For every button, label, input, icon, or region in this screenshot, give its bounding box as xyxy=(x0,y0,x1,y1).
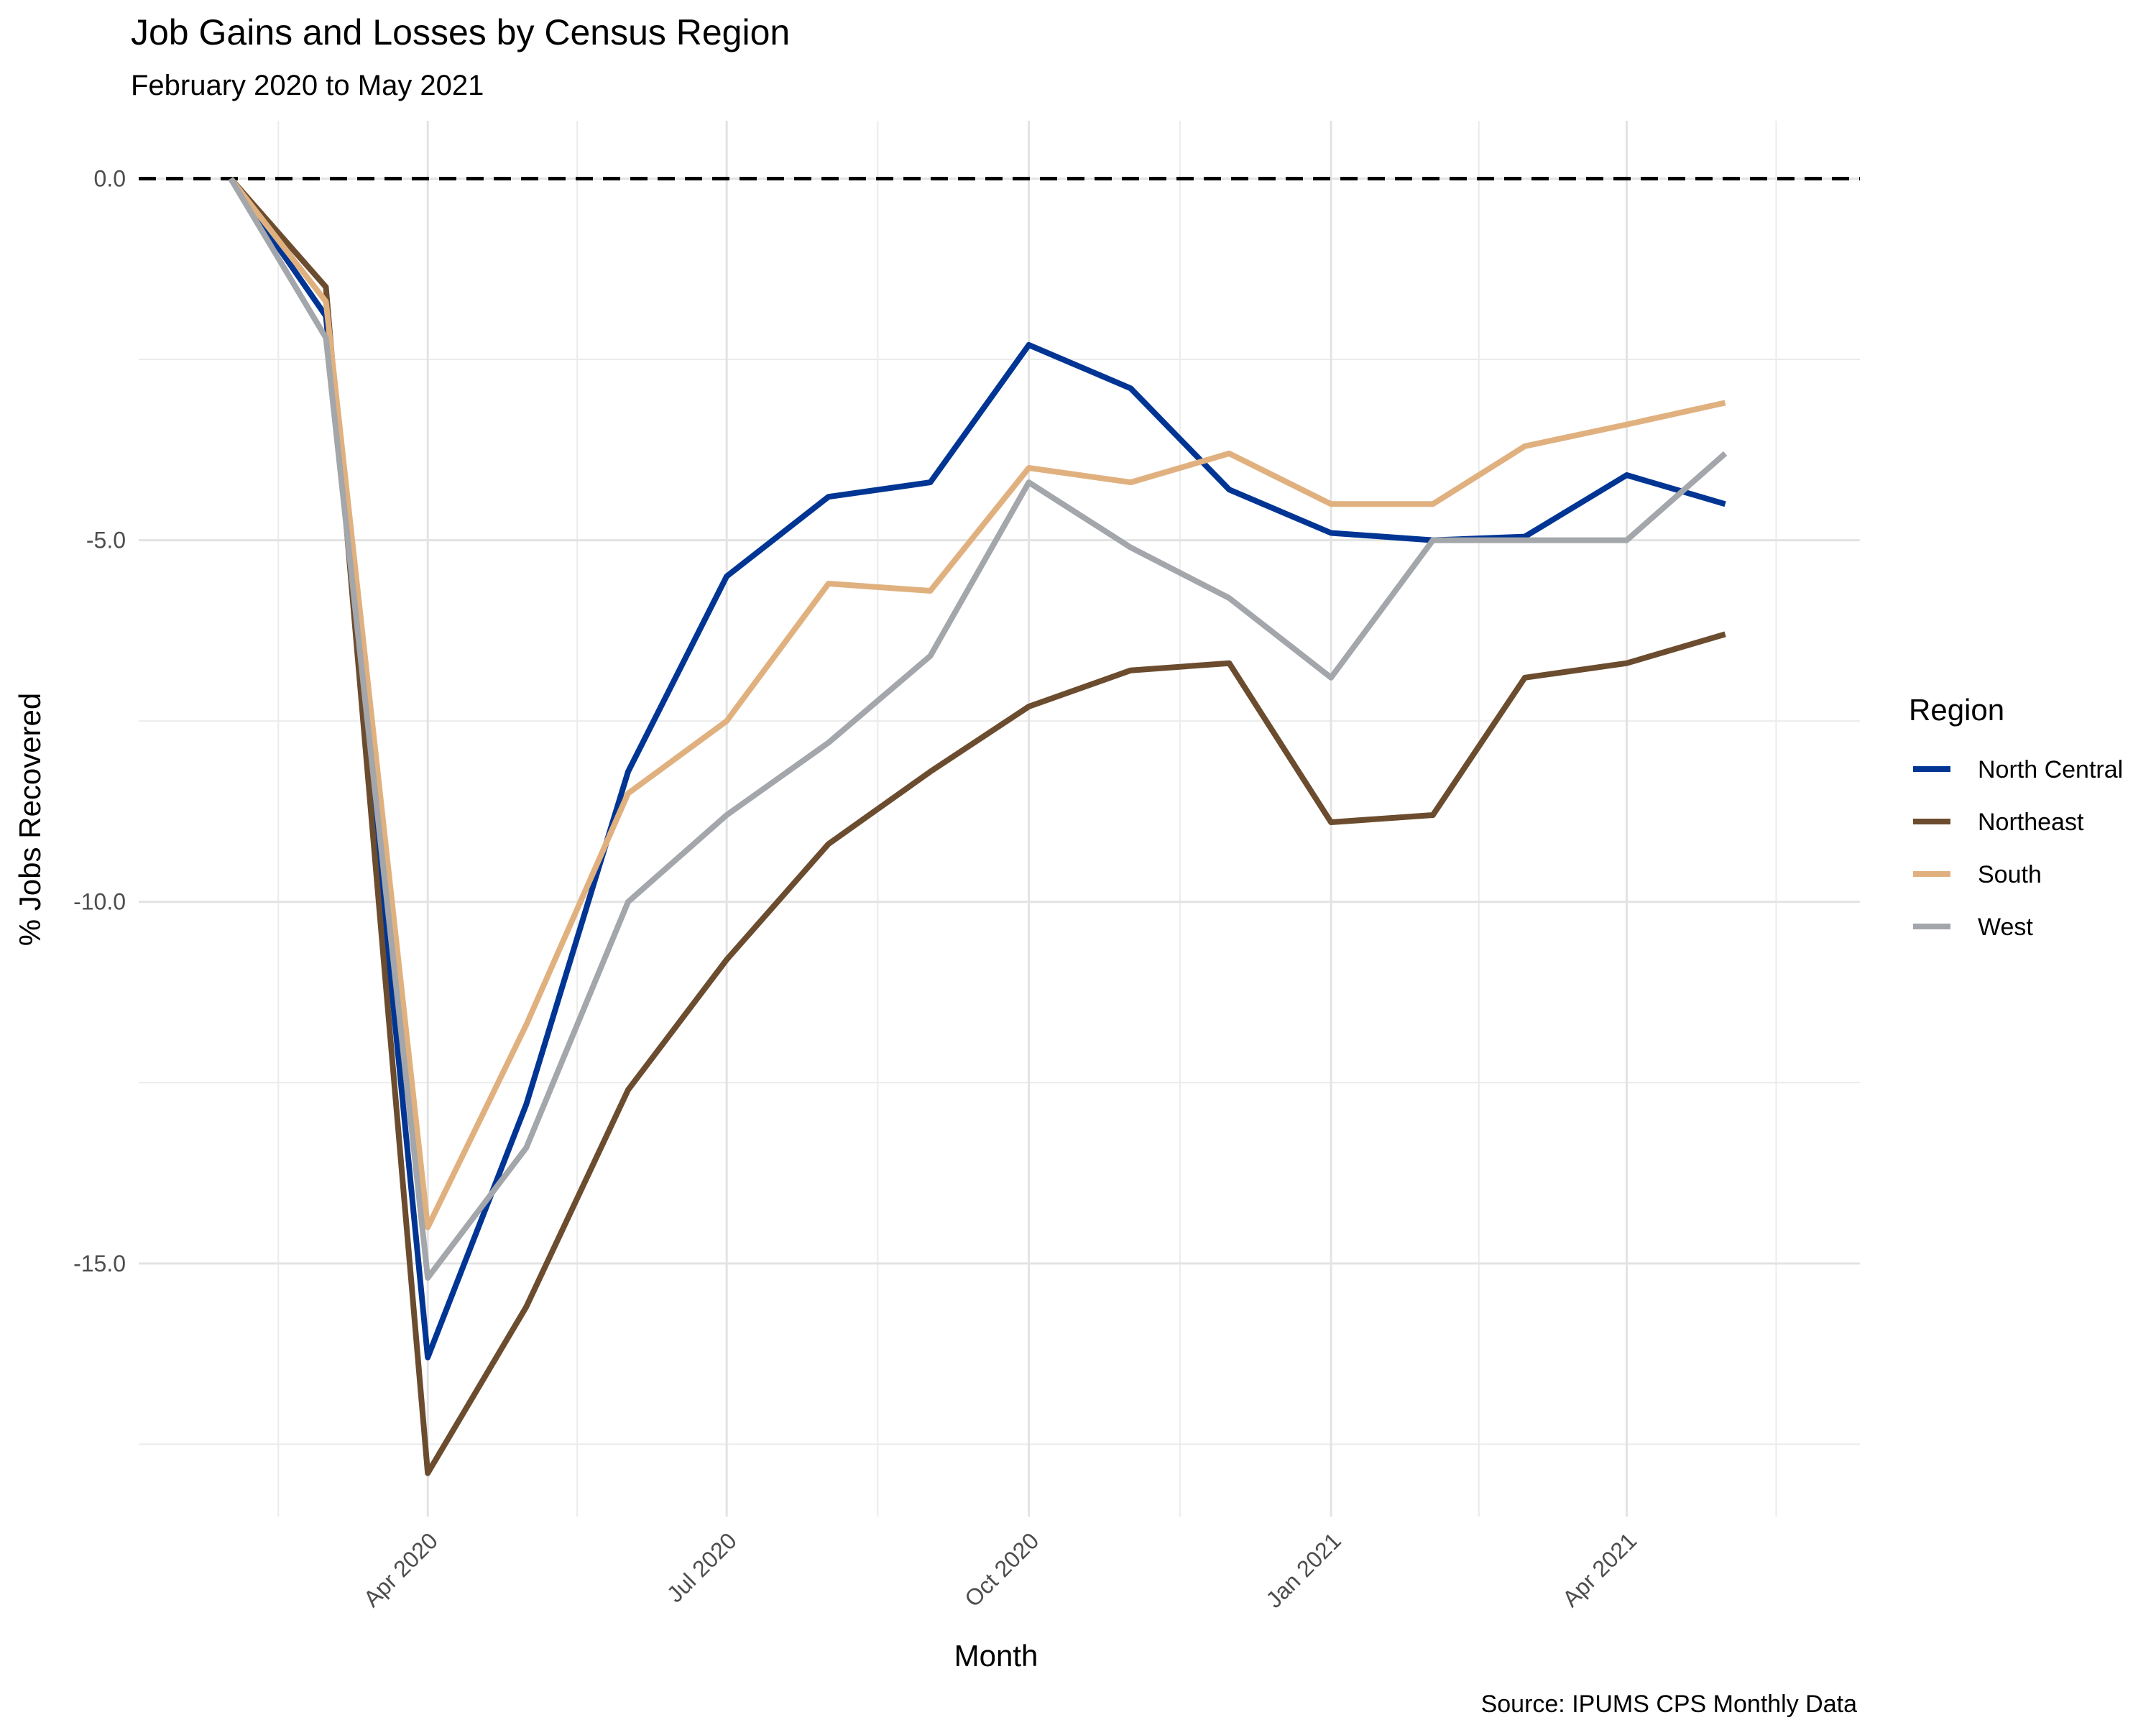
chart-subtitle: February 2020 to May 2021 xyxy=(131,70,484,101)
grid-minor xyxy=(139,121,1860,1517)
y-tick-label: -5.0 xyxy=(86,528,126,553)
x-axis-ticks: Apr 2020 Jul 2020 Oct 2020 Jan 2021 Apr 2021 xyxy=(359,1527,1642,1613)
y-tick-label: 0.0 xyxy=(94,165,126,191)
legend-label-northeast: Northeast xyxy=(1978,809,2084,836)
chart-title: Job Gains and Losses by Census Region xyxy=(131,12,790,52)
legend-label-west: West xyxy=(1978,914,2033,941)
x-tick-label: Jul 2020 xyxy=(662,1527,742,1607)
y-tick-label: -10.0 xyxy=(73,889,126,915)
legend-title: Region xyxy=(1909,693,2004,727)
series-lines xyxy=(228,176,1728,1476)
series-line-north-central xyxy=(228,177,1726,1361)
legend: North Central Northeast South West xyxy=(1913,756,2123,941)
y-axis-title: % Jobs Recovered xyxy=(13,693,47,947)
x-axis-title: Month xyxy=(954,1639,1038,1673)
series-line-northeast xyxy=(228,176,1726,1476)
y-tick-label: -15.0 xyxy=(73,1251,126,1276)
y-axis-ticks: 0.0 -5.0 -10.0 -15.0 xyxy=(73,165,126,1276)
source-caption: Source: IPUMS CPS Monthly Data xyxy=(1481,1690,1858,1718)
grid-major xyxy=(139,121,1860,1517)
legend-label-south: South xyxy=(1978,861,2042,888)
x-tick-label: Apr 2020 xyxy=(359,1527,443,1611)
x-tick-label: Jan 2021 xyxy=(1261,1527,1346,1613)
legend-label-north-central: North Central xyxy=(1978,756,2123,783)
x-tick-label: Apr 2021 xyxy=(1557,1527,1641,1611)
series-line-south xyxy=(228,177,1726,1230)
series-line-west xyxy=(228,177,1728,1281)
x-tick-label: Oct 2020 xyxy=(959,1527,1044,1611)
